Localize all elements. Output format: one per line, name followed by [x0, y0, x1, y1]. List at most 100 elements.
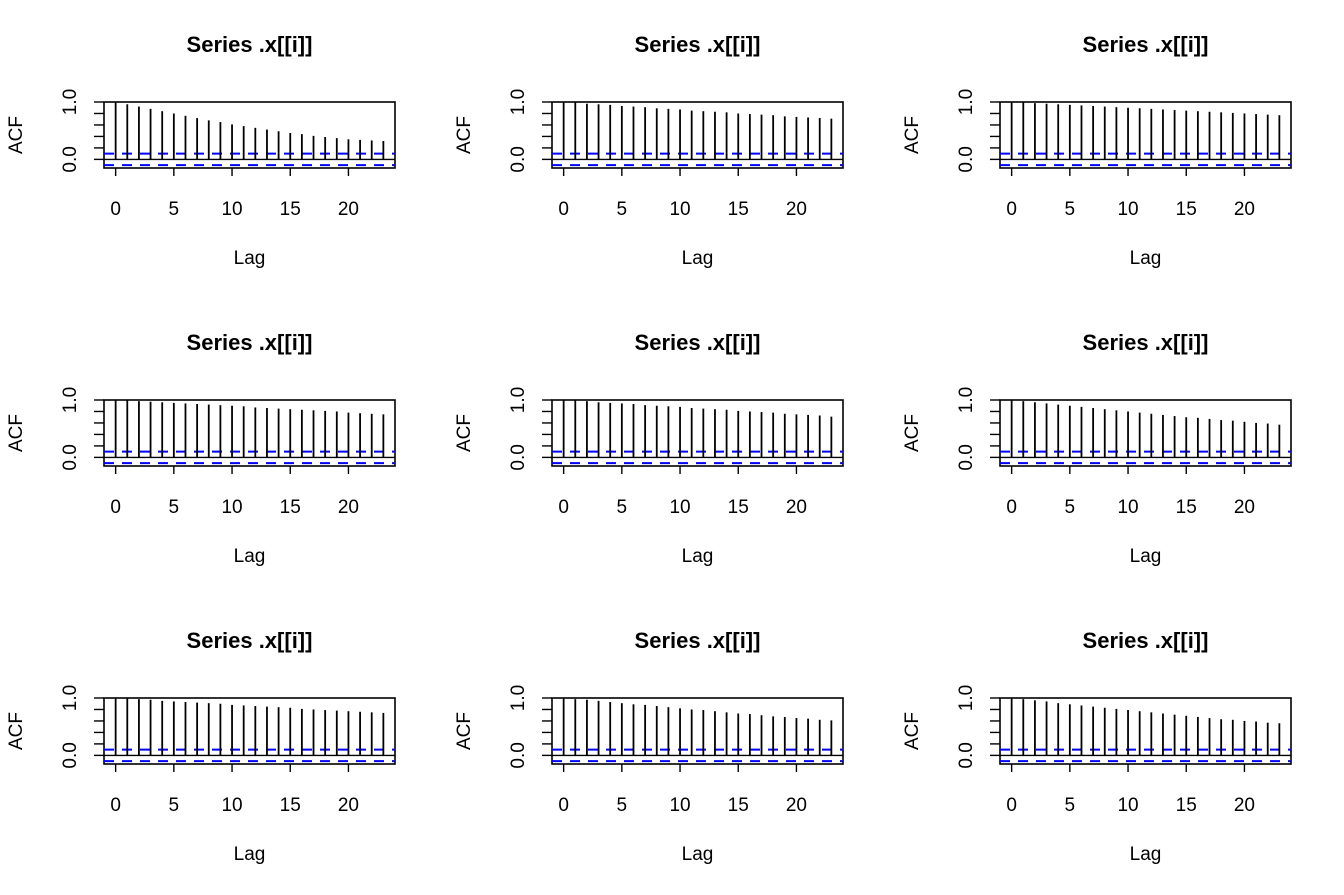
y-tick-label: 0.0 — [60, 742, 81, 768]
y-tick-label: 1.0 — [956, 89, 977, 115]
x-tick-label: 20 — [1234, 497, 1255, 518]
x-axis-label: Lag — [682, 546, 714, 567]
y-tick-label: 1.0 — [508, 89, 529, 115]
x-axis-label: Lag — [682, 844, 714, 865]
x-axis-label: Lag — [1130, 546, 1162, 567]
x-tick-label: 5 — [169, 497, 180, 518]
chart-title: Series .x[[i]] — [635, 628, 761, 653]
x-axis-label: Lag — [682, 248, 714, 269]
y-tick-label: 0.0 — [956, 146, 977, 172]
x-tick-label: 5 — [1065, 795, 1076, 816]
x-tick-label: 20 — [786, 497, 807, 518]
x-tick-label: 20 — [1234, 199, 1255, 220]
x-tick-label: 15 — [1176, 199, 1197, 220]
plot-frame — [551, 399, 844, 467]
x-tick-label: 20 — [338, 497, 359, 518]
y-tick-label: 0.0 — [508, 146, 529, 172]
x-tick-label: 0 — [1006, 199, 1017, 220]
x-axis-label: Lag — [1130, 248, 1162, 269]
y-axis-label: ACF — [6, 414, 27, 452]
acf-chart: Series .x[[i]] 0 5 10 15 20 0.0 1.0 Lag ACF — [6, 32, 396, 269]
acf-chart: Series .x[[i]] 0 5 10 15 20 0.0 1.0 Lag ACF — [6, 628, 396, 865]
x-tick-label: 15 — [728, 497, 749, 518]
y-tick-label: 0.0 — [956, 444, 977, 470]
plot-frame — [999, 399, 1292, 467]
x-axis-label: Lag — [1130, 844, 1162, 865]
acf-panel-6: Series .x[[i]] 0 5 10 15 20 0.0 1.0 Lag ACF — [896, 298, 1344, 596]
y-axis-label: ACF — [454, 116, 475, 154]
x-tick-label: 5 — [1065, 199, 1076, 220]
x-tick-label: 20 — [1234, 795, 1255, 816]
x-tick-label: 0 — [1006, 497, 1017, 518]
chart-title: Series .x[[i]] — [635, 330, 761, 355]
x-tick-label: 10 — [1117, 497, 1138, 518]
y-axis-label: ACF — [454, 414, 475, 452]
acf-panel-1: Series .x[[i]] 0 5 10 15 20 0.0 1.0 Lag ACF — [0, 0, 448, 298]
x-tick-label: 10 — [1117, 199, 1138, 220]
y-tick-label: 1.0 — [956, 387, 977, 413]
y-tick-label: 1.0 — [60, 387, 81, 413]
x-tick-label: 20 — [786, 199, 807, 220]
x-tick-label: 10 — [669, 199, 690, 220]
chart-title: Series .x[[i]] — [1083, 330, 1209, 355]
x-axis-label: Lag — [234, 248, 266, 269]
acf-panel-8: Series .x[[i]] 0 5 10 15 20 0.0 1.0 Lag ACF — [448, 596, 896, 894]
acf-panel-2: Series .x[[i]] 0 5 10 15 20 0.0 1.0 Lag ACF — [448, 0, 896, 298]
x-tick-label: 5 — [617, 199, 628, 220]
y-tick-label: 1.0 — [508, 387, 529, 413]
x-tick-label: 5 — [169, 199, 180, 220]
plot-frame — [999, 697, 1292, 765]
y-tick-label: 1.0 — [508, 685, 529, 711]
y-axis-label: ACF — [902, 414, 923, 452]
y-tick-label: 1.0 — [956, 685, 977, 711]
acf-chart: Series .x[[i]] 0 5 10 15 20 0.0 1.0 Lag ACF — [6, 330, 396, 567]
x-tick-label: 10 — [221, 199, 242, 220]
x-tick-label: 20 — [338, 199, 359, 220]
y-axis-label: ACF — [902, 116, 923, 154]
acf-panel-4: Series .x[[i]] 0 5 10 15 20 0.0 1.0 Lag ACF — [0, 298, 448, 596]
chart-title: Series .x[[i]] — [1083, 32, 1209, 57]
y-tick-label: 0.0 — [508, 742, 529, 768]
acf-chart: Series .x[[i]] 0 5 10 15 20 0.0 1.0 Lag ACF — [454, 628, 844, 865]
x-axis-label: Lag — [234, 546, 266, 567]
y-tick-label: 1.0 — [60, 89, 81, 115]
chart-title: Series .x[[i]] — [1083, 628, 1209, 653]
chart-title: Series .x[[i]] — [635, 32, 761, 57]
plot-frame — [551, 697, 844, 765]
y-axis-label: ACF — [6, 712, 27, 750]
acf-chart: Series .x[[i]] 0 5 10 15 20 0.0 1.0 Lag ACF — [454, 32, 844, 269]
acf-chart: Series .x[[i]] 0 5 10 15 20 0.0 1.0 Lag ACF — [902, 32, 1292, 269]
x-tick-label: 0 — [110, 795, 121, 816]
x-tick-label: 0 — [1006, 795, 1017, 816]
acf-chart: Series .x[[i]] 0 5 10 15 20 0.0 1.0 Lag ACF — [902, 628, 1292, 865]
x-tick-label: 10 — [669, 795, 690, 816]
x-tick-label: 15 — [280, 497, 301, 518]
x-tick-label: 20 — [786, 795, 807, 816]
y-axis-label: ACF — [6, 116, 27, 154]
plot-frame — [103, 101, 396, 169]
x-tick-label: 15 — [728, 199, 749, 220]
acf-chart: Series .x[[i]] 0 5 10 15 20 0.0 1.0 Lag ACF — [454, 330, 844, 567]
x-tick-label: 10 — [221, 795, 242, 816]
acf-panel-3: Series .x[[i]] 0 5 10 15 20 0.0 1.0 Lag ACF — [896, 0, 1344, 298]
y-tick-label: 0.0 — [60, 146, 81, 172]
y-tick-label: 1.0 — [60, 685, 81, 711]
x-tick-label: 15 — [280, 795, 301, 816]
chart-title: Series .x[[i]] — [187, 628, 313, 653]
x-axis-label: Lag — [234, 844, 266, 865]
x-tick-label: 0 — [110, 199, 121, 220]
x-tick-label: 0 — [110, 497, 121, 518]
x-tick-label: 15 — [280, 199, 301, 220]
x-tick-label: 5 — [617, 497, 628, 518]
y-tick-label: 0.0 — [956, 742, 977, 768]
acf-panel-7: Series .x[[i]] 0 5 10 15 20 0.0 1.0 Lag ACF — [0, 596, 448, 894]
y-axis-label: ACF — [454, 712, 475, 750]
x-tick-label: 15 — [1176, 497, 1197, 518]
x-tick-label: 5 — [617, 795, 628, 816]
x-tick-label: 5 — [169, 795, 180, 816]
acf-chart: Series .x[[i]] 0 5 10 15 20 0.0 1.0 Lag ACF — [902, 330, 1292, 567]
chart-title: Series .x[[i]] — [187, 330, 313, 355]
plot-frame — [551, 101, 844, 169]
x-tick-label: 10 — [1117, 795, 1138, 816]
